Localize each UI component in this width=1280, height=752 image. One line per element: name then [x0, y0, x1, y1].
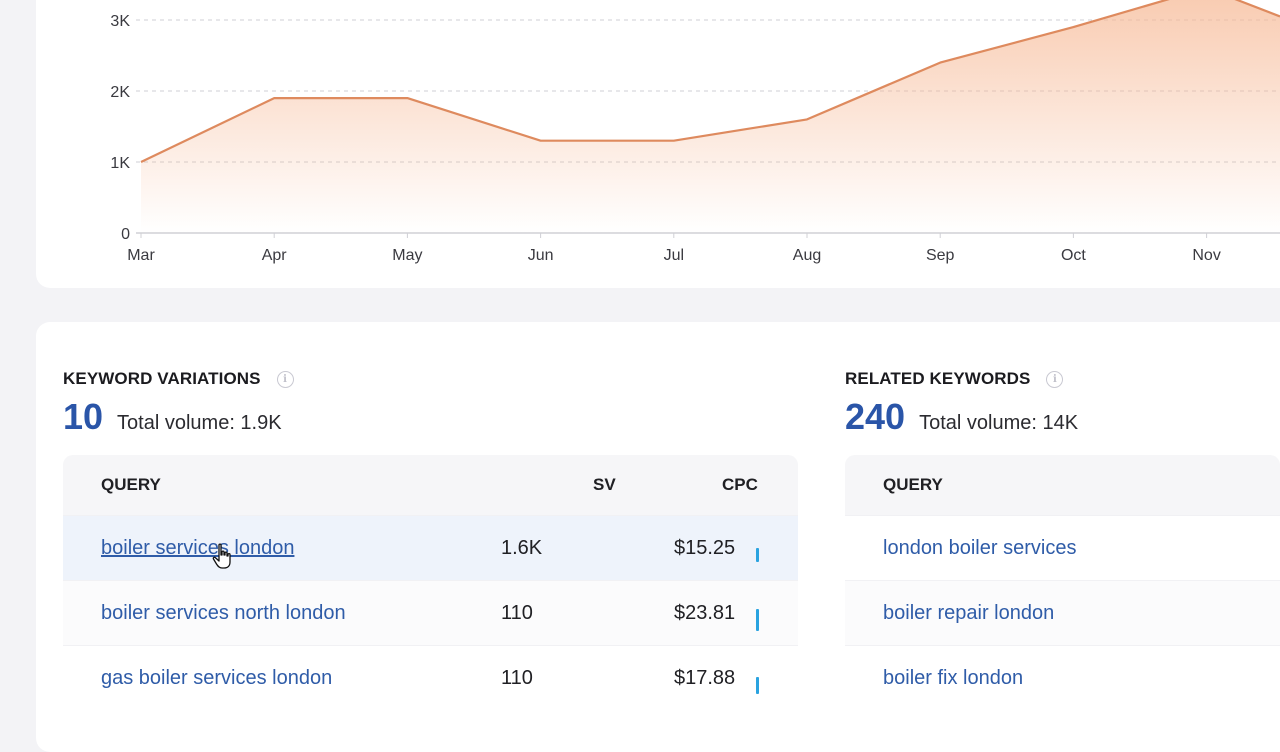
- related-keywords-section: RELATED KEYWORDS i 240 Total volume: 14K: [845, 368, 1078, 438]
- query-link[interactable]: london boiler services: [883, 537, 1076, 560]
- query-link[interactable]: boiler repair london: [883, 602, 1054, 625]
- y-tick-label: 0: [121, 226, 130, 243]
- info-icon[interactable]: i: [1046, 371, 1063, 388]
- table-row[interactable]: london boiler services: [845, 515, 1280, 580]
- search-volume-trend-chart: 0 1K 2K 3K Mar Apr May Jun Jul Aug Sep Oct Nov: [0, 0, 1280, 290]
- table-row[interactable]: boiler services london 1.6K $15.25: [63, 515, 798, 580]
- table-header: QUERY: [845, 455, 1280, 515]
- query-link[interactable]: gas boiler services london: [101, 667, 332, 690]
- query-link[interactable]: boiler fix london: [883, 667, 1023, 690]
- x-tick-label: Oct: [1061, 247, 1086, 264]
- table-row[interactable]: boiler fix london: [845, 645, 1280, 710]
- column-header-cpc[interactable]: CPC: [722, 475, 758, 495]
- x-tick-label: Jul: [664, 247, 684, 264]
- hand-pointer-cursor-icon: [212, 543, 236, 571]
- x-tick-label: Apr: [262, 247, 288, 264]
- x-tick-label: Mar: [127, 247, 155, 264]
- x-tick-label: Jun: [528, 247, 554, 264]
- column-header-query[interactable]: QUERY: [101, 475, 161, 495]
- table-row[interactable]: boiler services north london 110 $23.81: [63, 580, 798, 645]
- search-volume-value: 1.6K: [501, 537, 542, 560]
- query-link[interactable]: boiler services london: [101, 537, 294, 560]
- keyword-variations-table: QUERY SV CPC boiler services london 1.6K…: [63, 455, 798, 710]
- y-tick-label: 3K: [110, 13, 130, 30]
- y-tick-label: 1K: [110, 155, 130, 172]
- info-icon[interactable]: i: [277, 371, 294, 388]
- x-tick-label: Sep: [926, 247, 955, 264]
- x-tick-label: May: [392, 247, 422, 264]
- table-row[interactable]: boiler repair london: [845, 580, 1280, 645]
- keyword-variations-title: KEYWORD VARIATIONS: [63, 369, 261, 389]
- cpc-level-bar: [756, 548, 759, 562]
- keyword-variations-total-volume: Total volume: 1.9K: [117, 412, 282, 435]
- search-volume-value: 110: [501, 667, 533, 690]
- y-tick-label: 2K: [110, 84, 130, 101]
- table-row[interactable]: gas boiler services london 110 $17.88: [63, 645, 798, 710]
- area-fill: [141, 0, 1280, 233]
- column-header-sv[interactable]: SV: [593, 475, 616, 495]
- table-header: QUERY SV CPC: [63, 455, 798, 515]
- x-tick-label: Aug: [793, 247, 821, 264]
- related-keywords-table: QUERY london boiler services boiler repa…: [845, 455, 1280, 710]
- related-keywords-count: 240: [845, 396, 905, 438]
- keyword-variations-section: KEYWORD VARIATIONS i 10 Total volume: 1.…: [63, 368, 294, 438]
- cpc-level-bar: [756, 677, 759, 694]
- keyword-variations-count: 10: [63, 396, 103, 438]
- x-tick-label: Nov: [1192, 247, 1220, 264]
- related-keywords-title: RELATED KEYWORDS: [845, 369, 1030, 389]
- cpc-level-bar: [756, 609, 759, 631]
- cpc-value: $15.25: [674, 537, 735, 560]
- query-link[interactable]: boiler services north london: [101, 602, 346, 625]
- cpc-value: $17.88: [674, 667, 735, 690]
- related-keywords-total-volume: Total volume: 14K: [919, 412, 1078, 435]
- search-volume-value: 110: [501, 602, 533, 625]
- cpc-value: $23.81: [674, 602, 735, 625]
- column-header-query[interactable]: QUERY: [883, 475, 943, 495]
